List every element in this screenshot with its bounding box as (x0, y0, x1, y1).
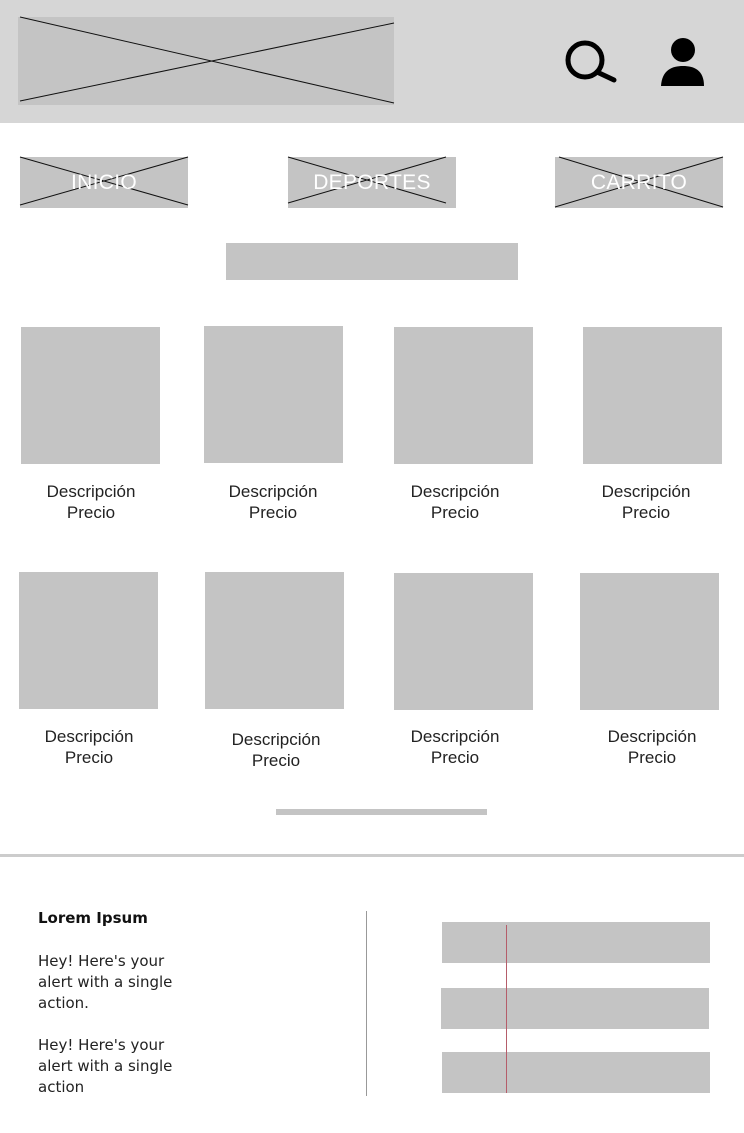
footer-column-divider (366, 911, 367, 1096)
pagination-bar[interactable] (276, 809, 487, 815)
product-info[interactable]: Descripción Precio (567, 726, 737, 768)
product-info[interactable]: Descripción Precio (561, 481, 731, 523)
footer-paragraph: Hey! Here's your alert with a single act… (38, 952, 173, 1012)
product-description: Descripción (228, 482, 318, 501)
product-info[interactable]: Descripción Precio (4, 726, 174, 768)
product-price: Precio (66, 503, 116, 522)
footer-title: Lorem Ipsum (38, 909, 148, 927)
nav-item-deportes[interactable]: DEPORTES (287, 156, 456, 208)
product-price: Precio (430, 748, 480, 767)
product-image[interactable] (394, 327, 533, 464)
product-image[interactable] (204, 326, 343, 463)
nav-cross-icon (19, 156, 189, 206)
product-info[interactable]: Descripción Precio (370, 726, 540, 768)
product-description: Descripción (44, 727, 134, 746)
product-image[interactable] (583, 327, 722, 464)
product-price: Precio (64, 748, 114, 767)
nav-cross-icon (287, 156, 447, 204)
nav-item-inicio[interactable]: INICIO (19, 156, 189, 208)
product-description: Descripción (410, 482, 500, 501)
product-info[interactable]: Descripción Precio (370, 481, 540, 523)
product-price: Precio (430, 503, 480, 522)
product-price: Precio (621, 503, 671, 522)
product-info[interactable]: Descripción Precio (191, 729, 361, 771)
nav-item-carrito[interactable]: CARRITO (554, 156, 724, 208)
search-bar-placeholder[interactable] (226, 243, 518, 280)
product-image[interactable] (19, 572, 158, 709)
footer-link-placeholder[interactable] (442, 922, 710, 963)
logo-cross-icon (19, 16, 395, 104)
guide-line (506, 925, 507, 1093)
nav-label: CARRITO (590, 170, 688, 194)
search-icon[interactable] (558, 33, 618, 93)
product-description: Descripción (607, 727, 697, 746)
product-description: Descripción (410, 727, 500, 746)
product-image[interactable] (580, 573, 719, 710)
footer-paragraph: Hey! Here's your alert with a single act… (38, 1036, 173, 1096)
footer-link-placeholder[interactable] (442, 1052, 710, 1093)
product-image[interactable] (205, 572, 344, 709)
product-info[interactable]: Descripción Precio (188, 481, 358, 523)
footer-link-placeholder[interactable] (441, 988, 709, 1029)
logo-placeholder[interactable] (18, 16, 395, 105)
footer-divider (0, 854, 744, 857)
nav-cross-icon (554, 156, 724, 208)
product-description: Descripción (231, 730, 321, 749)
user-icon[interactable] (652, 33, 712, 93)
product-image[interactable] (394, 573, 533, 710)
product-price: Precio (627, 748, 677, 767)
product-price: Precio (251, 751, 301, 770)
product-info[interactable]: Descripción Precio (6, 481, 176, 523)
nav-label: INICIO (71, 170, 137, 194)
product-price: Precio (248, 503, 298, 522)
product-image[interactable] (21, 327, 160, 464)
nav-label: DEPORTES (313, 170, 431, 194)
product-description: Descripción (46, 482, 136, 501)
product-description: Descripción (601, 482, 691, 501)
